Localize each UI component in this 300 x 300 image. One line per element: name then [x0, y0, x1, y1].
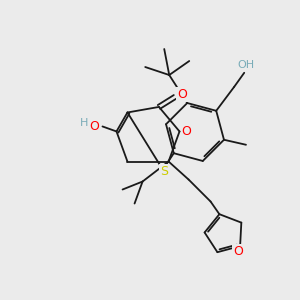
Text: O: O: [177, 88, 187, 101]
Text: O: O: [89, 120, 99, 133]
Text: O: O: [182, 125, 191, 138]
Text: S: S: [160, 165, 168, 178]
Text: OH: OH: [238, 60, 255, 70]
Text: H: H: [80, 118, 89, 128]
Text: O: O: [233, 244, 243, 258]
